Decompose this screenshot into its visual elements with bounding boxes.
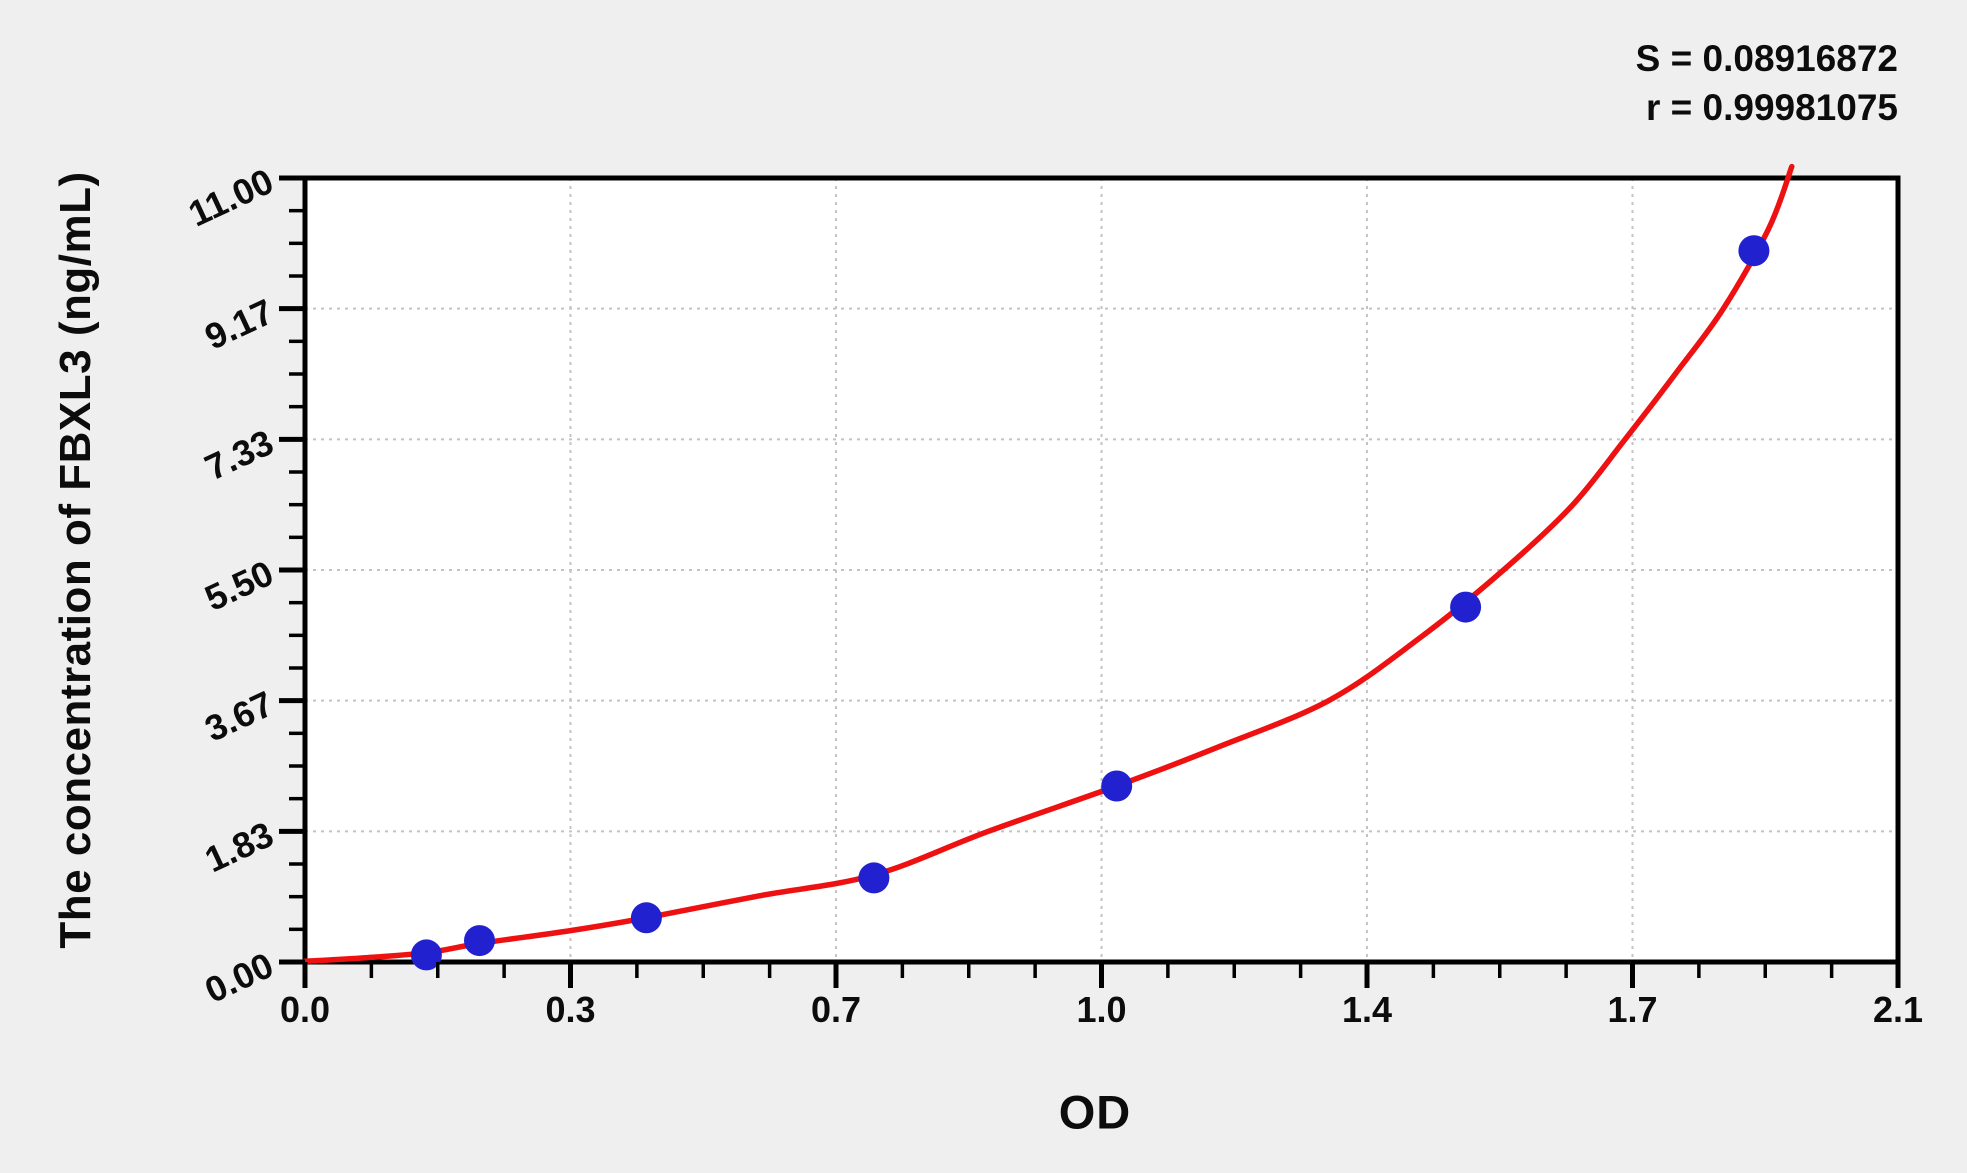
fit-stat-s: S = 0.08916872 xyxy=(1635,38,1898,79)
x-tick-label: 0.0 xyxy=(280,989,330,1030)
y-tick-label: 9.17 xyxy=(199,291,280,358)
x-tick-label: 0.7 xyxy=(811,989,861,1030)
y-tick-label: 5.50 xyxy=(199,552,280,619)
data-point xyxy=(630,902,662,934)
y-tick-label: 1.83 xyxy=(199,813,280,880)
data-point xyxy=(1450,591,1482,623)
x-tick-label: 1.0 xyxy=(1076,989,1126,1030)
data-point xyxy=(464,925,495,957)
data-point xyxy=(1101,770,1133,802)
x-tick-label: 1.7 xyxy=(1607,989,1657,1030)
fit-stat-r: r = 0.99981075 xyxy=(1645,87,1898,128)
data-point xyxy=(858,862,890,894)
x-tick-label: 1.4 xyxy=(1342,989,1392,1030)
fit-statistics: S = 0.08916872 r = 0.99981075 xyxy=(1636,34,1898,132)
x-axis-title: OD xyxy=(1058,1085,1132,1139)
y-tick-label: 11.00 xyxy=(182,160,279,234)
data-point xyxy=(410,939,442,971)
x-tick-label: 2.1 xyxy=(1873,989,1923,1030)
y-tick-label: 3.67 xyxy=(199,683,280,750)
fitted-curve xyxy=(302,163,1795,965)
x-tick-label: 0.3 xyxy=(545,989,595,1030)
data-point xyxy=(1738,235,1770,267)
y-tick-label: 0.00 xyxy=(199,944,280,1011)
y-tick-label: 7.33 xyxy=(199,421,280,488)
